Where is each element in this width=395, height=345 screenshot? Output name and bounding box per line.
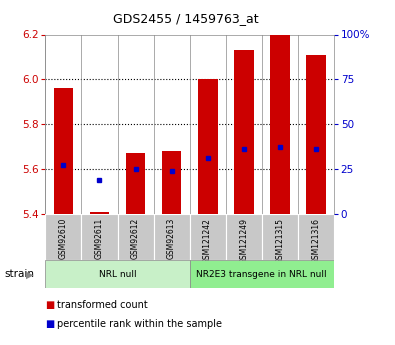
- Bar: [45, 214, 81, 260]
- Text: GDS2455 / 1459763_at: GDS2455 / 1459763_at: [113, 12, 258, 25]
- Bar: [154, 214, 190, 260]
- Bar: [198, 79, 218, 214]
- Text: NRL null: NRL null: [99, 270, 136, 279]
- Text: GSM121249: GSM121249: [239, 218, 248, 264]
- Bar: [90, 211, 109, 214]
- Bar: [162, 151, 181, 214]
- Bar: [190, 260, 334, 288]
- Text: GSM92612: GSM92612: [131, 218, 140, 259]
- Text: NR2E3 transgene in NRL null: NR2E3 transgene in NRL null: [196, 270, 327, 279]
- Text: ■: ■: [45, 300, 55, 310]
- Text: ■: ■: [45, 319, 55, 329]
- Text: GSM121242: GSM121242: [203, 218, 212, 264]
- Bar: [226, 214, 261, 260]
- Bar: [126, 153, 145, 214]
- Text: GSM92613: GSM92613: [167, 218, 176, 259]
- Text: GSM121315: GSM121315: [275, 218, 284, 264]
- Bar: [261, 214, 298, 260]
- Bar: [118, 214, 154, 260]
- Bar: [298, 214, 334, 260]
- Bar: [234, 50, 254, 214]
- Bar: [54, 88, 73, 214]
- Text: percentile rank within the sample: percentile rank within the sample: [57, 319, 222, 329]
- Text: transformed count: transformed count: [57, 300, 148, 310]
- Text: GSM92611: GSM92611: [95, 218, 104, 259]
- Text: strain: strain: [4, 269, 34, 279]
- Text: ▶: ▶: [26, 269, 34, 279]
- Bar: [81, 214, 118, 260]
- Bar: [45, 260, 190, 288]
- Bar: [306, 55, 325, 214]
- Text: GSM92610: GSM92610: [59, 218, 68, 259]
- Bar: [190, 214, 226, 260]
- Text: GSM121316: GSM121316: [311, 218, 320, 264]
- Bar: [270, 34, 290, 214]
